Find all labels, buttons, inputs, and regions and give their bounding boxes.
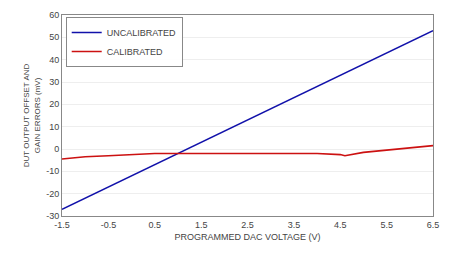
svg-text:20: 20: [49, 99, 59, 109]
svg-text:CALIBRATED: CALIBRATED: [107, 47, 163, 57]
svg-text:PROGRAMMED DAC VOLTAGE (V): PROGRAMMED DAC VOLTAGE (V): [174, 232, 320, 242]
svg-text:3.5: 3.5: [288, 220, 301, 230]
svg-text:0: 0: [54, 144, 59, 154]
svg-text:-1.5: -1.5: [54, 220, 70, 230]
svg-text:-10: -10: [46, 166, 59, 176]
svg-text:5.5: 5.5: [380, 220, 393, 230]
svg-text:4.5: 4.5: [334, 220, 347, 230]
svg-text:-30: -30: [46, 211, 59, 221]
svg-text:-20: -20: [46, 189, 59, 199]
svg-text:-0.5: -0.5: [101, 220, 117, 230]
svg-text:DUT OUTPUT OFFSET ANDGAIN ERRO: DUT OUTPUT OFFSET ANDGAIN ERRORS (mV): [22, 64, 41, 168]
svg-text:0.5: 0.5: [148, 220, 161, 230]
svg-text:2.5: 2.5: [241, 220, 254, 230]
svg-text:40: 40: [49, 55, 59, 65]
svg-text:10: 10: [49, 122, 59, 132]
svg-text:6.5: 6.5: [427, 220, 440, 230]
svg-text:1.5: 1.5: [195, 220, 208, 230]
svg-text:50: 50: [49, 32, 59, 42]
svg-text:UNCALIBRATED: UNCALIBRATED: [107, 28, 176, 38]
svg-text:60: 60: [49, 10, 59, 20]
svg-text:30: 30: [49, 77, 59, 87]
